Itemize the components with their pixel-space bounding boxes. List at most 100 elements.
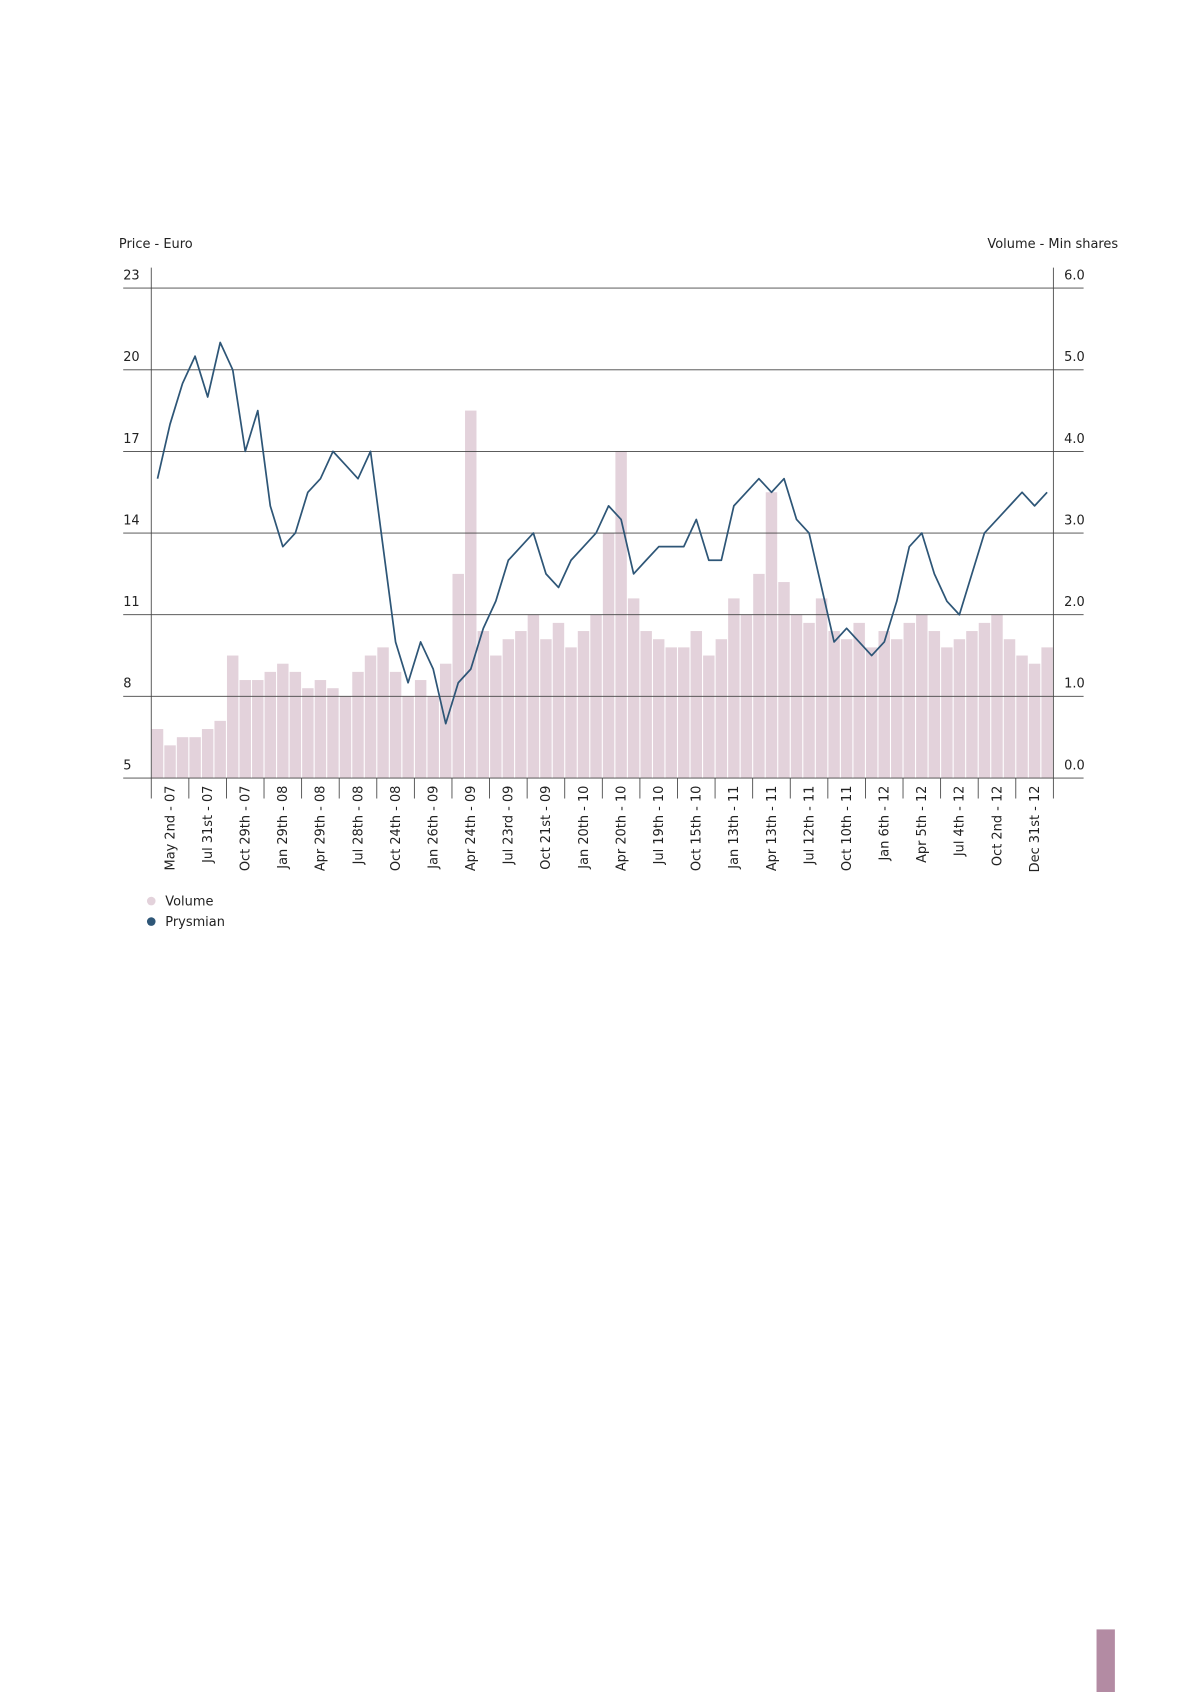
volume-bar — [878, 631, 890, 779]
volume-bar — [402, 696, 414, 779]
y2-axis-title: Volume - Min shares — [987, 237, 1118, 252]
volume-bar — [164, 745, 176, 779]
x-tick-label: Jul 31st - 07 — [201, 786, 216, 864]
volume-bar — [289, 671, 302, 779]
x-tick-label: Apr 20th - 10 — [614, 786, 629, 872]
volume-bar — [728, 598, 740, 779]
volume-bar — [853, 622, 865, 779]
x-tick-label: Oct 2nd - 12 — [990, 786, 1005, 866]
volume-bar — [903, 622, 916, 779]
y-tick-label: 17 — [123, 432, 139, 447]
volume-bar — [602, 533, 615, 779]
volume-bar — [652, 639, 665, 779]
lines — [156, 341, 1048, 725]
x-tick-label: Jan 26th - 09 — [426, 786, 441, 870]
volume-bar — [452, 573, 464, 779]
volume-bar — [941, 647, 953, 779]
y2-tick-label: 1.0 — [1064, 677, 1085, 692]
volume-bar — [515, 631, 527, 779]
volume-bar — [427, 696, 439, 779]
volume-bar — [377, 647, 389, 779]
x-tick-label: Apr 24th - 09 — [464, 786, 479, 872]
x-tick-label: Jan 13th - 11 — [727, 786, 742, 870]
y-tick-label: 11 — [123, 595, 139, 610]
volume-bar — [239, 680, 251, 779]
volume-bar — [865, 647, 878, 779]
x-tick-label: Oct 21st - 09 — [539, 786, 554, 870]
page-tab — [1096, 1629, 1115, 1692]
y-tick-label: 23 — [123, 268, 139, 283]
volume-bar — [815, 598, 828, 779]
x-tick-label: Jul 12th - 11 — [802, 786, 817, 866]
volume-bar — [477, 631, 490, 779]
x-tick-label: Oct 15th - 10 — [690, 786, 705, 872]
y-tick-label: 5 — [123, 758, 131, 773]
volume-bar — [690, 631, 703, 779]
volume-bar — [678, 647, 690, 779]
x-tick-label: Jul 28th - 08 — [351, 786, 366, 866]
volume-bar — [665, 647, 677, 779]
volume-bar — [640, 631, 652, 779]
volume-bar — [214, 720, 226, 779]
y-axis-title: Price - Euro — [119, 237, 193, 252]
legend-label: Volume — [165, 894, 213, 909]
volume-bar — [364, 655, 377, 779]
volume-bar — [765, 492, 778, 779]
x-tick-label: Jul 19th - 10 — [652, 786, 667, 866]
legend-marker — [146, 917, 156, 926]
grid — [123, 267, 1084, 799]
volume-bar — [352, 671, 364, 779]
volume-bar — [1016, 655, 1028, 779]
volume-bar — [277, 663, 289, 779]
volume-bar — [201, 729, 214, 779]
x-tick-label: Apr 5th - 12 — [915, 786, 930, 863]
volume-bar — [339, 696, 352, 779]
volume-bar — [151, 729, 164, 779]
volume-bar — [189, 737, 201, 779]
volume-bar — [552, 622, 565, 779]
x-tick-label: Apr 29th - 08 — [314, 786, 329, 872]
volume-bar — [1003, 639, 1016, 779]
volume-bar — [778, 582, 790, 779]
volume-bar — [715, 639, 728, 779]
y2-tick-label: 6.0 — [1064, 268, 1085, 283]
volume-bar — [226, 655, 239, 779]
volume-bar — [1041, 647, 1053, 779]
x-tick-label: Jul 23rd - 09 — [502, 786, 517, 866]
volume-bar — [966, 631, 978, 779]
volume-bar — [490, 655, 502, 779]
volume-bar — [978, 622, 991, 779]
y2-tick-label: 3.0 — [1064, 513, 1085, 528]
volume-bar — [414, 680, 427, 779]
volume-bar — [252, 680, 264, 779]
y2-tick-label: 2.0 — [1064, 595, 1085, 610]
volume-bar — [577, 631, 590, 779]
x-tick-label: May 2nd - 07 — [163, 786, 178, 871]
x-tick-label: Dec 31st - 12 — [1028, 786, 1043, 873]
y-tick-label: 20 — [123, 350, 139, 365]
price-line — [156, 341, 1048, 725]
y-tick-label: 14 — [123, 513, 139, 528]
x-tick-label: Jan 29th - 08 — [276, 786, 291, 870]
volume-bar — [314, 680, 327, 779]
volume-bar — [327, 688, 339, 779]
y2-tick-label: 0.0 — [1064, 758, 1085, 773]
volume-bar — [264, 671, 277, 779]
volume-bar — [928, 631, 941, 779]
legend-marker — [146, 896, 156, 906]
y-tick-label: 8 — [123, 677, 131, 692]
volume-bar — [502, 639, 515, 779]
volume-bar — [828, 631, 840, 779]
volume-bar — [565, 647, 577, 779]
x-tick-label: Apr 13th - 11 — [765, 786, 780, 872]
x-tick-label: Jan 6th - 12 — [878, 786, 893, 862]
volume-bar — [302, 688, 314, 779]
x-tick-label: Oct 10th - 11 — [840, 786, 855, 872]
legend-label: Prysmian — [165, 915, 225, 930]
y2-tick-label: 4.0 — [1064, 432, 1085, 447]
x-tick-label: Jul 4th - 12 — [953, 786, 968, 858]
volume-bar — [703, 655, 715, 779]
x-tick-label: Oct 24th - 08 — [389, 786, 404, 872]
volume-bar — [1028, 663, 1041, 779]
